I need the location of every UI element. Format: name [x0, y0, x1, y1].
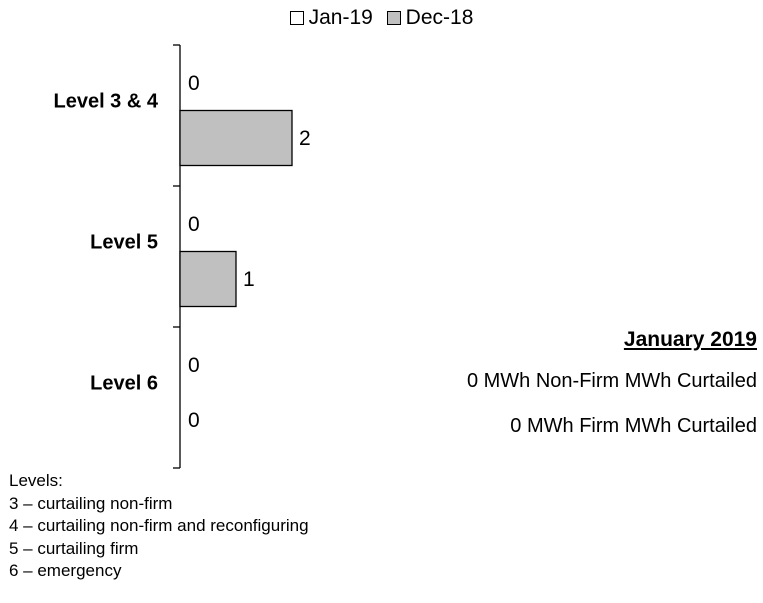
data-label: 0: [188, 72, 200, 95]
summary-heading: January 2019: [623, 328, 757, 351]
levels-notes: Levels: 3 – curtailing non-firm 4 – curt…: [9, 470, 309, 583]
legend-swatch-jan-19: [289, 11, 304, 25]
summary-firm: 0 MWh Firm MWh Curtailed: [510, 415, 757, 437]
category-label: Level 3 & 4: [53, 91, 158, 113]
summary-non-firm: 0 MWh Non-Firm MWh Curtailed: [466, 370, 757, 392]
legend-label-dec-18: Dec-18: [405, 6, 474, 29]
legend-item-jan-19: Jan-19: [289, 6, 373, 30]
levels-note-item: 4 – curtailing non-firm and reconfigurin…: [9, 516, 309, 535]
legend-swatch-dec-18: [386, 11, 401, 25]
data-label: 0: [188, 409, 200, 432]
chart-legend: Jan-19 Dec-18: [0, 6, 763, 30]
bar-dec-18: [179, 250, 237, 308]
bar-dec-18: [179, 109, 293, 167]
monthly-summary: January 2019 0 MWh Non-Firm MWh Curtaile…: [467, 328, 757, 438]
category-label: Level 6: [90, 373, 158, 395]
data-label: 1: [243, 268, 255, 291]
levels-note-item: 3 – curtailing non-firm: [9, 493, 173, 513]
data-label: 2: [299, 127, 311, 150]
legend-item-dec-18: Dec-18: [386, 6, 474, 30]
data-label: 0: [188, 354, 200, 377]
levels-note-item: 5 – curtailing firm: [9, 538, 139, 558]
legend-label-jan-19: Jan-19: [308, 6, 373, 29]
data-label: 0: [188, 213, 200, 236]
levels-note-item: 6 – emergency: [9, 561, 122, 580]
category-label: Level 5: [90, 232, 158, 254]
levels-notes-title: Levels:: [9, 471, 63, 490]
